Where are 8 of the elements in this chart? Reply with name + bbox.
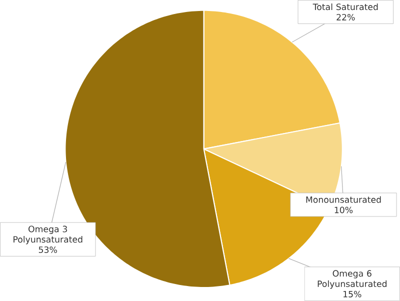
slice-label: Total Saturated [312, 4, 378, 10]
data-label: 10% [334, 206, 353, 214]
slice-label: Omega 6 Polyunsaturated [318, 270, 387, 289]
data-label: 22% [336, 14, 355, 21]
data-label: 53% [38, 246, 57, 254]
data-label: 15% [344, 290, 362, 298]
slice-label: Omega 3 Polyunsaturated [14, 226, 82, 244]
slice-label: Monounsaturated [306, 196, 381, 203]
